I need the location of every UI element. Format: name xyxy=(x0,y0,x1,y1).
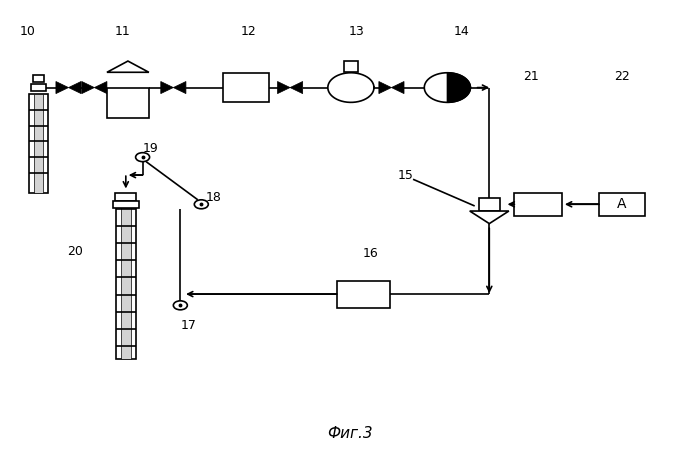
Text: 22: 22 xyxy=(614,70,630,83)
Bar xyxy=(224,73,268,102)
Bar xyxy=(115,193,136,201)
Polygon shape xyxy=(161,82,173,94)
Text: 19: 19 xyxy=(143,142,158,154)
Bar xyxy=(121,201,131,359)
Polygon shape xyxy=(107,61,149,72)
Polygon shape xyxy=(56,82,69,94)
Bar xyxy=(107,88,149,118)
Text: 12: 12 xyxy=(240,25,256,38)
Polygon shape xyxy=(290,82,303,94)
Bar xyxy=(34,94,43,193)
Text: Фиг.3: Фиг.3 xyxy=(326,426,373,441)
Text: 20: 20 xyxy=(68,245,83,258)
Polygon shape xyxy=(379,82,391,94)
Text: 16: 16 xyxy=(363,247,378,260)
Text: 17: 17 xyxy=(181,319,196,332)
Bar xyxy=(116,201,136,359)
Text: 15: 15 xyxy=(398,169,413,181)
Bar xyxy=(514,193,562,216)
Polygon shape xyxy=(391,82,404,94)
Polygon shape xyxy=(470,211,509,224)
Text: А: А xyxy=(617,197,627,211)
Circle shape xyxy=(194,200,208,209)
Bar xyxy=(338,281,390,308)
Text: 13: 13 xyxy=(349,25,364,38)
Circle shape xyxy=(173,301,187,310)
Text: 11: 11 xyxy=(115,25,130,38)
Text: 10: 10 xyxy=(20,25,36,38)
Bar xyxy=(31,84,46,91)
Bar xyxy=(113,201,139,208)
Bar xyxy=(33,75,44,82)
Polygon shape xyxy=(82,82,94,94)
Polygon shape xyxy=(69,82,81,94)
Bar xyxy=(479,198,500,211)
Bar xyxy=(600,193,645,216)
Bar xyxy=(344,61,358,72)
Text: 18: 18 xyxy=(206,191,221,204)
Polygon shape xyxy=(94,82,107,94)
Text: 21: 21 xyxy=(524,70,539,83)
Circle shape xyxy=(136,153,150,162)
Polygon shape xyxy=(173,82,186,94)
Polygon shape xyxy=(447,73,470,102)
Bar xyxy=(29,94,48,193)
Polygon shape xyxy=(278,82,290,94)
Text: 14: 14 xyxy=(454,25,469,38)
